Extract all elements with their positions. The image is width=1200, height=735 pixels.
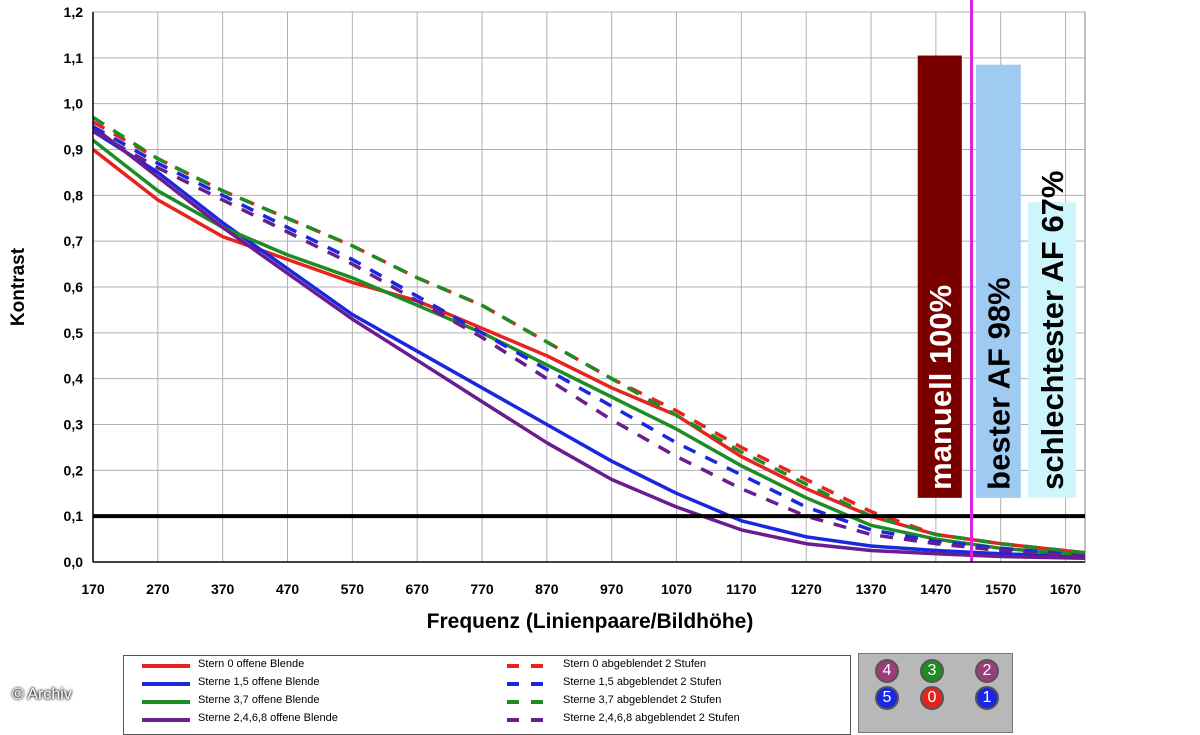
star-marker: 2 — [975, 659, 999, 683]
star-marker: 1 — [975, 686, 999, 710]
y-tick-label: 0,3 — [64, 417, 84, 433]
legend-swatch — [142, 664, 190, 668]
x-tick-label: 1370 — [855, 581, 886, 597]
star-marker: 4 — [875, 659, 899, 683]
x-tick-label: 270 — [146, 581, 170, 597]
x-tick-label: 470 — [276, 581, 300, 597]
x-tick-label: 1570 — [985, 581, 1016, 597]
legend-label: Sterne 3,7 abgeblendet 2 Stufen — [563, 694, 722, 706]
x-tick-label: 870 — [535, 581, 559, 597]
y-tick-label: 0,9 — [64, 142, 84, 158]
x-tick-label: 1470 — [920, 581, 951, 597]
legend-label: Sterne 1,5 abgeblendet 2 Stufen — [563, 676, 722, 688]
x-tick-label: 570 — [341, 581, 365, 597]
y-tick-label: 0,7 — [64, 233, 84, 249]
star-marker: 0 — [920, 686, 944, 710]
series-line-2 — [92, 129, 1086, 559]
copyright-watermark: © Archiv — [12, 686, 72, 703]
x-tick-label: 1170 — [726, 581, 757, 597]
annotation-bars: manuell 100% bester AF 98% schlechtester A… — [93, 0, 1085, 562]
legend-swatch — [142, 700, 190, 704]
annotation-bar-label: schlechtester AF 67% — [1035, 171, 1070, 490]
x-tick-label: 1670 — [1050, 581, 1081, 597]
series-layer — [91, 115, 1086, 561]
legend-label: Stern 0 abgeblendet 2 Stufen — [563, 658, 707, 670]
legend-swatch — [507, 682, 555, 686]
legend-label: Stern 0 offene Blende — [198, 658, 305, 670]
series-line-3 — [91, 138, 1086, 557]
x-axis-label: Frequenz (Linienpaare/Bildhöhe) — [427, 610, 754, 633]
annotation-bar-label: manuell 100% — [923, 285, 958, 490]
legend-label: Sterne 3,7 offene Blende — [198, 694, 320, 706]
star-marker: 5 — [875, 686, 899, 710]
x-tick-label: 370 — [211, 581, 235, 597]
x-tick-label: 170 — [81, 581, 105, 597]
chart-figure: manuell 100% bester AF 98% schlechtester A… — [8, 0, 1086, 735]
y-tick-label: 0,4 — [64, 371, 84, 387]
y-tick-label: 0,5 — [64, 325, 84, 341]
x-tick-label: 1070 — [661, 581, 692, 597]
annotation-bar-label: bester AF 98% — [981, 277, 1016, 490]
y-tick-label: 0,6 — [64, 279, 84, 295]
y-tick-label: 0,0 — [64, 554, 84, 570]
legend-swatch — [142, 718, 190, 722]
y-tick-label: 0,2 — [64, 462, 84, 478]
y-axis-label: Kontrast — [8, 247, 29, 326]
y-tick-label: 1,2 — [64, 4, 84, 20]
series-line-1 — [91, 148, 1086, 555]
y-tick-label: 0,8 — [64, 187, 84, 203]
axis-layer: 0,0 0,1 0,2 0,3 0,4 0,5 0,6 0,7 0,8 0,9 1,0 1,1 1,2 1… — [64, 4, 1085, 597]
series-line-4 — [91, 125, 1086, 561]
series-line-8 — [92, 129, 1086, 559]
y-tick-label: 1,1 — [64, 50, 84, 66]
legend-swatch — [142, 682, 190, 686]
legend-swatch — [507, 664, 555, 668]
x-tick-label: 770 — [470, 581, 494, 597]
star-marker: 3 — [920, 659, 944, 683]
contrast-chart: manuell 100% bester AF 98% schlechtester A… — [8, 0, 1086, 633]
x-tick-label: 1270 — [791, 581, 822, 597]
legend-swatch — [507, 700, 555, 704]
x-tick-label: 970 — [600, 581, 624, 597]
legend: Stern 0 offene Blende Sterne 1,5 offene B… — [123, 655, 851, 735]
legend-swatch — [507, 718, 555, 722]
x-tick-label: 670 — [406, 581, 430, 597]
legend-label: Sterne 2,4,6,8 offene Blende — [198, 712, 338, 724]
legend-label: Sterne 1,5 offene Blende — [198, 676, 320, 688]
legend-label: Sterne 2,4,6,8 abgeblendet 2 Stufen — [563, 712, 740, 724]
annotation-bar-1 — [917, 55, 962, 498]
annotation-bar-2 — [976, 64, 1021, 498]
annotation-bar-3 — [1027, 202, 1076, 498]
y-tick-label: 1,0 — [64, 96, 84, 112]
y-tick-label: 0,1 — [64, 508, 84, 524]
series-line-6 — [92, 125, 1086, 557]
